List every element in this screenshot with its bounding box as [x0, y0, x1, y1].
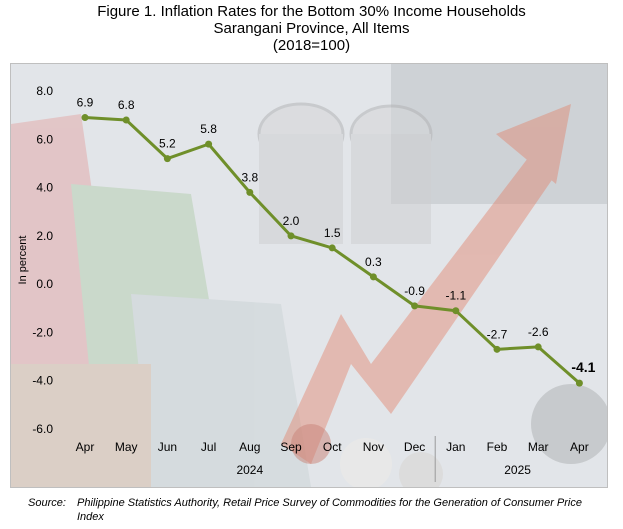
chart-title-line-1: Figure 1. Inflation Rates for the Bottom… — [97, 3, 526, 20]
y-tick-label: 8.0 — [36, 84, 53, 98]
x-tick-label: Oct — [323, 440, 342, 454]
y-tick-label: 2.0 — [36, 229, 53, 243]
data-label: -2.7 — [487, 327, 508, 341]
data-point — [287, 232, 295, 240]
data-label: 2.0 — [283, 214, 300, 228]
data-label: 6.9 — [77, 96, 94, 110]
data-label: 3.8 — [241, 170, 258, 184]
x-tick-label: Feb — [487, 440, 508, 454]
x-tick-label: Mar — [528, 440, 549, 454]
background-collage — [11, 64, 607, 487]
source-text: Philippine Statistics Authority, Retail … — [77, 497, 582, 523]
data-label: 1.5 — [324, 226, 341, 240]
y-tick-label: 0.0 — [36, 277, 53, 291]
data-point — [328, 244, 336, 252]
x-tick-label: Jun — [158, 440, 177, 454]
x-group-label: 2025 — [504, 463, 531, 477]
data-point — [246, 188, 254, 196]
x-group-label: 2024 — [236, 463, 263, 477]
x-tick-label: Apr — [570, 440, 589, 454]
x-tick-label: Aug — [239, 440, 260, 454]
data-label: -4.1 — [571, 359, 595, 375]
x-tick-label: Apr — [76, 440, 95, 454]
chart-panel: 8.0 6.0 4.0 2.0 0.0 -2.0 -4.0 -6.0 Apr May Jun Jul… — [10, 63, 608, 488]
source-note: Source: Philippine Statistics Authority,… — [28, 496, 608, 523]
data-label: 5.2 — [159, 137, 176, 151]
data-label: -0.9 — [404, 284, 425, 298]
data-point — [205, 140, 213, 148]
chart-title-line-3: (2018=100) — [272, 37, 351, 54]
source-label: Source: — [28, 497, 66, 509]
chart-title: Figure 1. Inflation Rates for the Bottom… — [0, 3, 623, 54]
data-label: 5.8 — [200, 122, 217, 136]
data-point — [575, 379, 583, 387]
data-point — [493, 345, 501, 353]
y-tick-label: -4.0 — [32, 374, 53, 388]
data-label: 6.8 — [118, 98, 135, 112]
y-tick-label: 4.0 — [36, 181, 53, 195]
x-tick-label: May — [115, 440, 138, 454]
x-tick-label: Sep — [280, 440, 302, 454]
y-axis-label: In percent — [17, 236, 29, 285]
data-point — [452, 307, 460, 315]
y-tick-label: 6.0 — [36, 132, 53, 146]
data-point — [122, 116, 130, 124]
line-chart: 8.0 6.0 4.0 2.0 0.0 -2.0 -4.0 -6.0 Apr May Jun Jul… — [17, 84, 596, 482]
x-tick-label: Jan — [446, 440, 465, 454]
data-point — [369, 273, 377, 281]
y-tick-label: -6.0 — [32, 422, 53, 436]
data-point — [81, 114, 89, 122]
x-tick-label: Dec — [404, 440, 425, 454]
data-label: -2.6 — [528, 325, 549, 339]
chart-title-line-2: Sarangani Province, All Items — [213, 20, 410, 37]
data-label: -1.1 — [445, 289, 466, 303]
data-point — [163, 155, 171, 163]
x-tick-label: Nov — [363, 440, 384, 454]
data-point — [411, 302, 419, 310]
data-point — [534, 343, 542, 351]
data-label: 0.3 — [365, 255, 382, 269]
y-tick-label: -2.0 — [32, 325, 53, 339]
x-tick-label: Jul — [201, 440, 216, 454]
